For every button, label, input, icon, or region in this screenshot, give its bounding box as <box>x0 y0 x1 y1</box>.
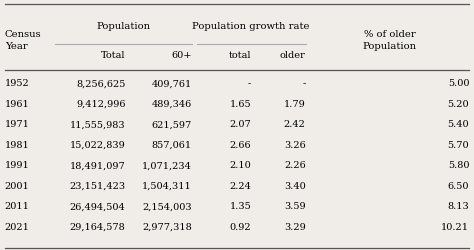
Text: 2.26: 2.26 <box>284 161 306 170</box>
Text: older: older <box>280 50 306 59</box>
Text: 1.65: 1.65 <box>229 100 251 109</box>
Text: 2.10: 2.10 <box>229 161 251 170</box>
Text: 5.00: 5.00 <box>448 79 469 88</box>
Text: 2,154,003: 2,154,003 <box>142 202 192 211</box>
Text: 11,555,983: 11,555,983 <box>70 120 126 129</box>
Text: 621,597: 621,597 <box>152 120 192 129</box>
Text: 2.66: 2.66 <box>229 141 251 150</box>
Text: 1.79: 1.79 <box>284 100 306 109</box>
Text: 2.24: 2.24 <box>229 182 251 191</box>
Text: 2.07: 2.07 <box>229 120 251 129</box>
Text: 1.35: 1.35 <box>229 202 251 211</box>
Text: 2.42: 2.42 <box>284 120 306 129</box>
Text: 10.21: 10.21 <box>441 223 469 232</box>
Text: 3.29: 3.29 <box>284 223 306 232</box>
Text: 6.50: 6.50 <box>448 182 469 191</box>
Text: 2001: 2001 <box>5 182 29 191</box>
Text: 409,761: 409,761 <box>152 79 192 88</box>
Text: 1981: 1981 <box>5 141 29 150</box>
Text: 1,071,234: 1,071,234 <box>142 161 192 170</box>
Text: 5.20: 5.20 <box>447 100 469 109</box>
Text: 2021: 2021 <box>5 223 29 232</box>
Text: 5.40: 5.40 <box>447 120 469 129</box>
Text: 2011: 2011 <box>5 202 29 211</box>
Text: 1952: 1952 <box>5 79 29 88</box>
Text: 1961: 1961 <box>5 100 29 109</box>
Text: 2,977,318: 2,977,318 <box>142 223 192 232</box>
Text: 26,494,504: 26,494,504 <box>70 202 126 211</box>
Text: 8.13: 8.13 <box>447 202 469 211</box>
Text: 5.80: 5.80 <box>448 161 469 170</box>
Text: 3.59: 3.59 <box>284 202 306 211</box>
Text: 23,151,423: 23,151,423 <box>70 182 126 191</box>
Text: -: - <box>248 79 251 88</box>
Text: 489,346: 489,346 <box>152 100 192 109</box>
Text: 1,504,311: 1,504,311 <box>142 182 192 191</box>
Text: % of older
Population: % of older Population <box>363 30 417 51</box>
Text: 18,491,097: 18,491,097 <box>70 161 126 170</box>
Text: 3.26: 3.26 <box>284 141 306 150</box>
Text: Total: Total <box>101 50 126 59</box>
Text: 9,412,996: 9,412,996 <box>76 100 126 109</box>
Text: 857,061: 857,061 <box>152 141 192 150</box>
Text: Census
Year: Census Year <box>5 30 41 51</box>
Text: 0.92: 0.92 <box>229 223 251 232</box>
Text: 1971: 1971 <box>5 120 29 129</box>
Text: 60+: 60+ <box>172 50 192 59</box>
Text: -: - <box>302 79 306 88</box>
Text: Population: Population <box>96 22 150 31</box>
Text: 8,256,625: 8,256,625 <box>76 79 126 88</box>
Text: total: total <box>229 50 251 59</box>
Text: 5.70: 5.70 <box>447 141 469 150</box>
Text: 15,022,839: 15,022,839 <box>70 141 126 150</box>
Text: 3.40: 3.40 <box>284 182 306 191</box>
Text: Population growth rate: Population growth rate <box>192 22 310 31</box>
Text: 29,164,578: 29,164,578 <box>70 223 126 232</box>
Text: 1991: 1991 <box>5 161 29 170</box>
